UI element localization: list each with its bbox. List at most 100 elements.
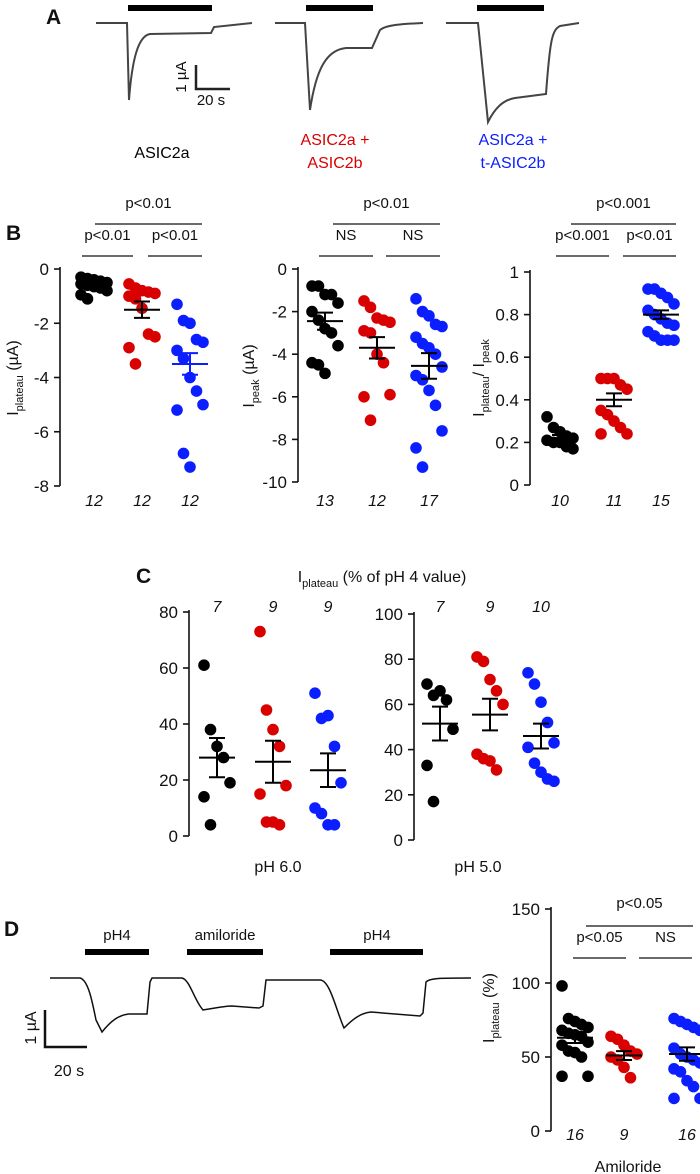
- data-point: [177, 352, 190, 365]
- x-axis-label: pH 5.0: [454, 859, 501, 876]
- data-point: [621, 428, 633, 440]
- data-point: [325, 288, 338, 301]
- sem-error-bar: [86, 282, 102, 289]
- y-label-part: I: [5, 411, 22, 415]
- title-rest: (% of pH 4 value): [338, 569, 466, 586]
- construct-label: ASIC2a: [134, 145, 189, 162]
- current-trace-0: [96, 22, 253, 101]
- data-point: [224, 777, 236, 789]
- data-point: [618, 1061, 630, 1074]
- y-tick-label: 0.2: [495, 433, 519, 452]
- current-trace-1: [275, 22, 424, 111]
- data-point: [273, 740, 286, 753]
- y-tick-label: 0.4: [495, 391, 519, 410]
- construct-label: t-ASIC2b: [481, 155, 546, 172]
- data-point: [364, 301, 377, 314]
- sem-error-bar: [265, 739, 281, 784]
- n-label: 9: [620, 1127, 629, 1144]
- y-axis-label: Iplateau/ Ipeak: [471, 339, 492, 417]
- data-point: [129, 293, 142, 305]
- data-point: [421, 759, 433, 772]
- data-point: [694, 1057, 700, 1069]
- data-point: [312, 280, 325, 292]
- data-point: [522, 666, 534, 679]
- x-axis-label: Amiloride: [595, 1159, 662, 1174]
- sem-error-bar: [432, 705, 448, 742]
- data-point: [332, 339, 344, 352]
- data-point: [436, 320, 448, 333]
- data-point: [434, 685, 446, 697]
- n-label: 12: [85, 493, 103, 510]
- current-traces-a: [96, 5, 580, 126]
- y-label-part: / I: [471, 363, 488, 376]
- plot-c2: 0 20 40 60 80 100 7 9 10 pH 5.0: [375, 599, 560, 876]
- data-point: [436, 361, 448, 373]
- data-point: [687, 1080, 700, 1093]
- data-point: [436, 425, 448, 437]
- sem-error-bar: [317, 311, 333, 331]
- data-point: [204, 723, 217, 736]
- data-point: [429, 399, 442, 412]
- data-point: [490, 685, 503, 697]
- y-tick-label: 1: [510, 263, 519, 282]
- data-point: [528, 678, 541, 690]
- y-tick-label: 0: [278, 260, 287, 279]
- y-tick-label: 0: [510, 476, 519, 495]
- sem-error-bar: [209, 737, 225, 779]
- data-point: [364, 327, 377, 339]
- data-point: [582, 1036, 594, 1048]
- data-point: [694, 1024, 700, 1037]
- y-label-subscript: peak: [250, 379, 262, 403]
- data-point: [535, 696, 547, 708]
- data-point: [319, 367, 331, 380]
- significance-label: p<0.01: [152, 227, 198, 244]
- data-point: [423, 310, 435, 322]
- data-point: [315, 807, 328, 820]
- n-label: 17: [420, 493, 439, 510]
- data-point: [177, 447, 190, 460]
- data-point: [377, 356, 390, 369]
- y-label-part: I: [471, 412, 488, 416]
- plot-d: 0 50 100 150 Iplateau (%) 16 9 16 Amiloride p<0.0…: [481, 895, 700, 1174]
- sem-error-bar: [533, 722, 549, 750]
- n-label: 13: [316, 493, 334, 510]
- data-point: [184, 461, 196, 473]
- data-point: [668, 298, 680, 310]
- panel-d: D pH4 amiloride pH4 1 µA 20 s: [4, 918, 472, 1080]
- y-tick-label: 40: [384, 741, 403, 760]
- y-tick-label: -6: [272, 388, 287, 407]
- data-point: [309, 687, 321, 699]
- significance-label: p<0.001: [555, 227, 610, 244]
- sem-error-bar: [552, 433, 568, 443]
- application-label: pH4: [363, 927, 391, 944]
- data-point: [427, 795, 440, 808]
- data-point: [595, 428, 607, 440]
- y-tick-label: 40: [159, 715, 178, 734]
- data-point: [674, 1066, 687, 1078]
- panel-d-label: D: [4, 918, 19, 941]
- y-tick-label: 100: [375, 605, 403, 624]
- scale-time-label-d: 20 s: [54, 1063, 84, 1080]
- data-point: [548, 775, 560, 788]
- data-point: [631, 1048, 643, 1060]
- y-tick-label: 0: [169, 827, 178, 846]
- data-point: [621, 383, 633, 395]
- n-label: 16: [678, 1127, 696, 1144]
- y-tick-label: 50: [521, 1048, 540, 1067]
- construct-label: ASIC2a +: [479, 132, 548, 149]
- sem-error-bar: [567, 1031, 583, 1044]
- data-point: [197, 398, 209, 411]
- y-axis-label: Iplateau (µA): [5, 340, 26, 416]
- significance-label: p<0.001: [596, 195, 651, 212]
- data-point: [149, 287, 161, 300]
- data-point: [694, 1092, 700, 1105]
- data-point: [204, 819, 217, 831]
- n-label: 11: [606, 493, 623, 510]
- y-label-part: I: [241, 403, 258, 407]
- y-tick-label: 80: [159, 603, 178, 622]
- current-trace-d: pH4 amiloride pH4: [50, 927, 472, 1034]
- data-point: [332, 297, 344, 309]
- data-point: [484, 673, 496, 686]
- data-point: [582, 1070, 594, 1083]
- data-point: [101, 284, 113, 297]
